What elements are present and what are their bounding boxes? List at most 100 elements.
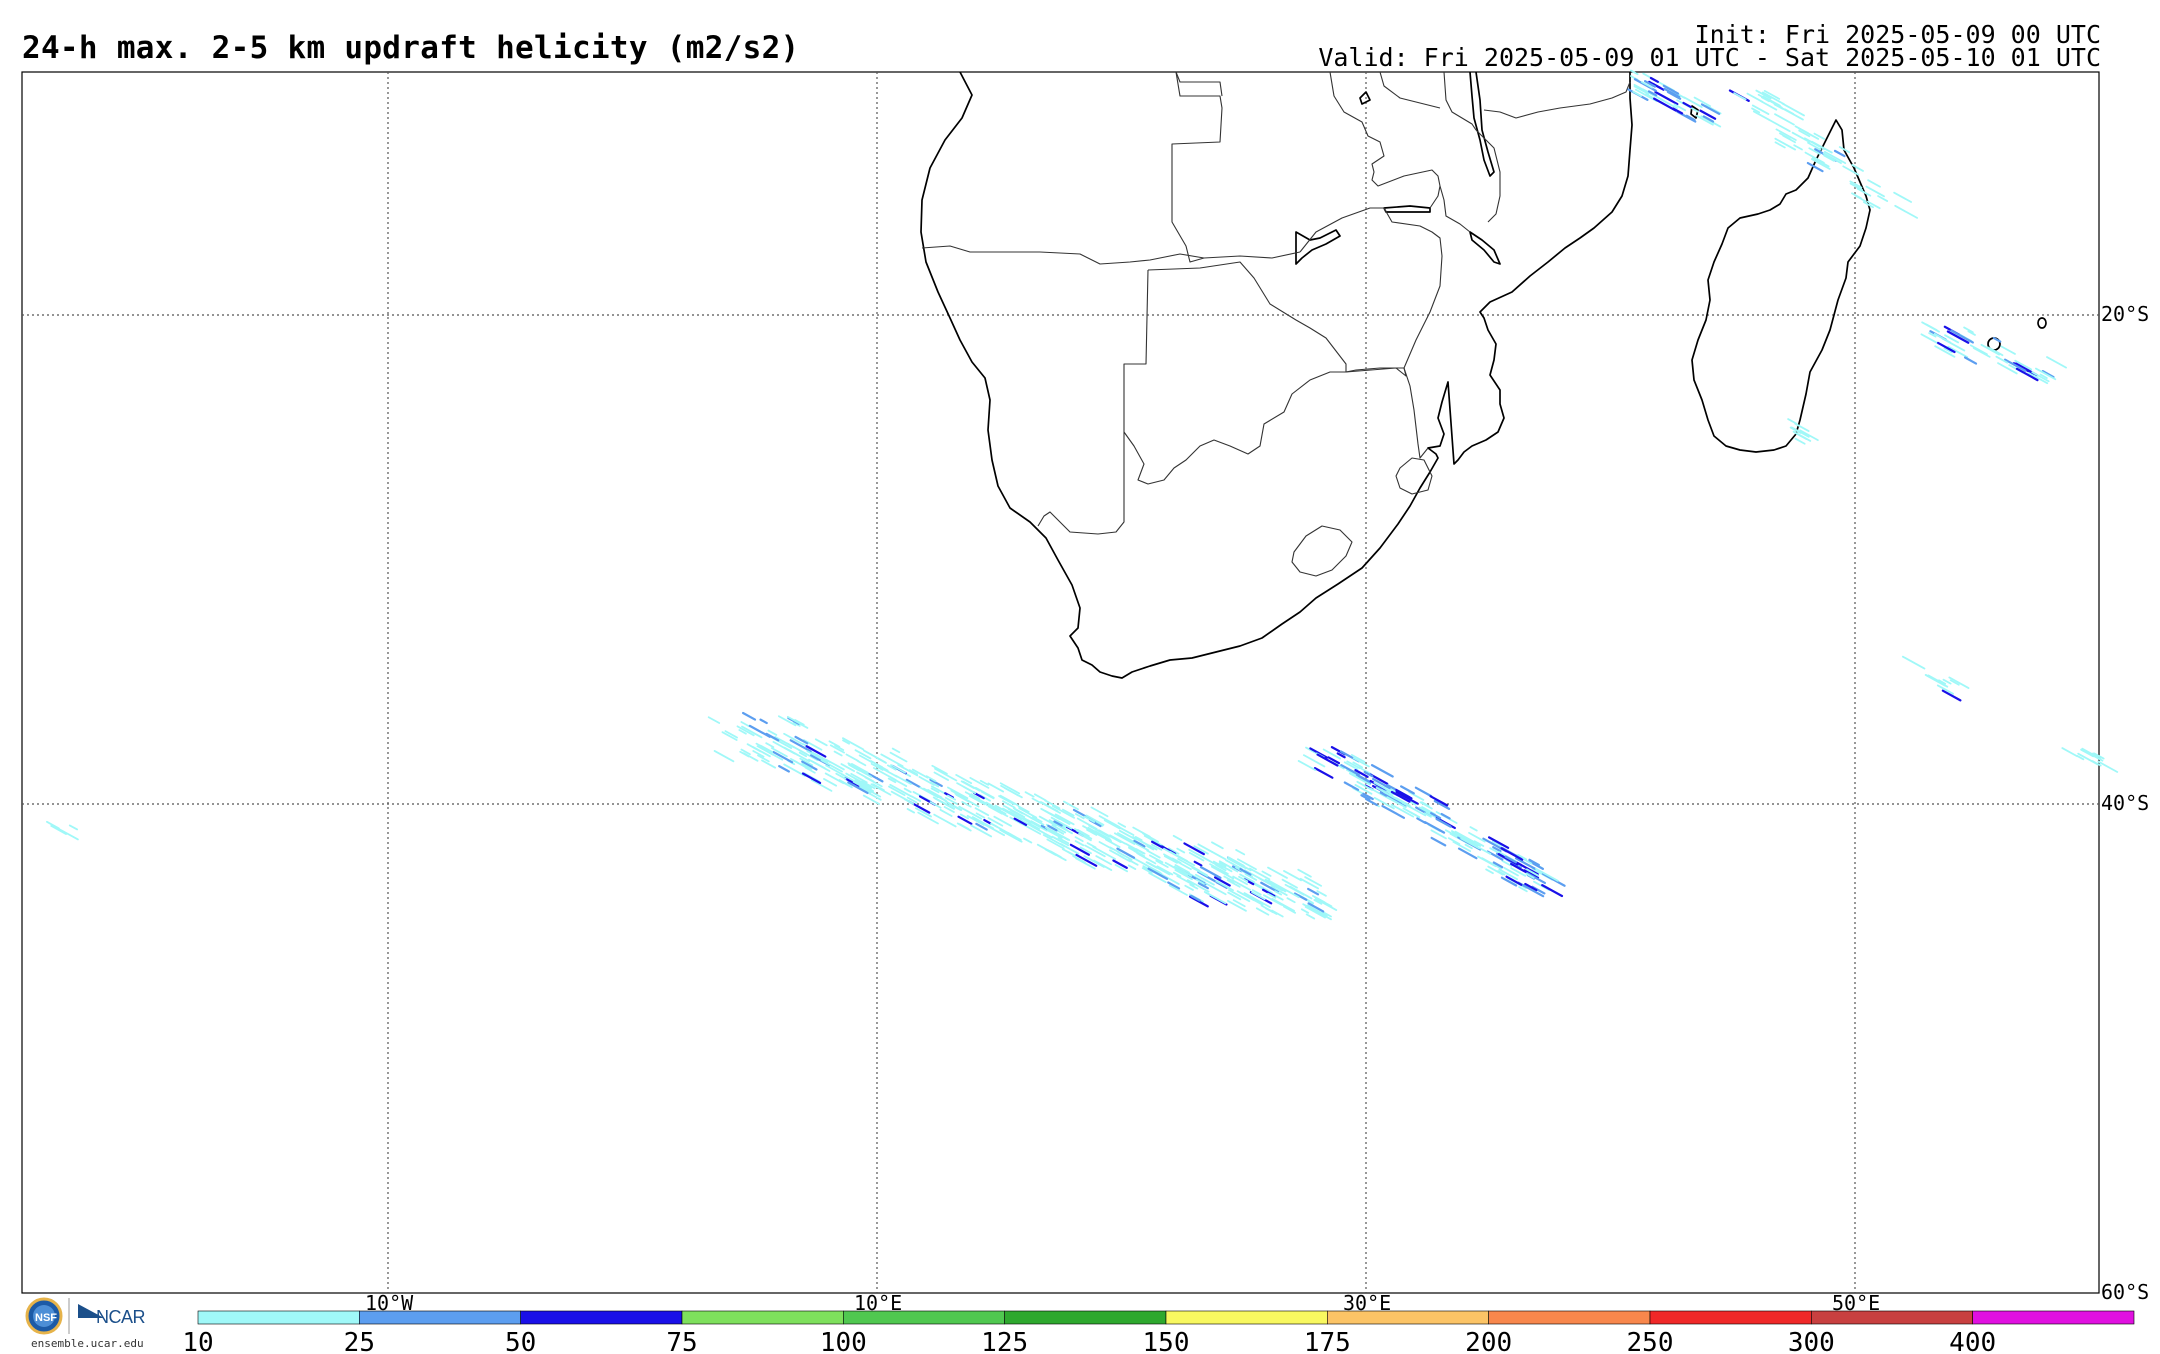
helicity-streak — [2004, 358, 2027, 372]
helicity-streak — [944, 796, 958, 805]
helicity-streak — [1473, 840, 1485, 847]
helicity-streak — [1498, 868, 1518, 881]
helicity-streak — [707, 716, 721, 724]
comoros-island — [1690, 105, 1699, 119]
helicity-streak — [1251, 891, 1266, 901]
svg-text:NSF: NSF — [35, 1312, 57, 1324]
helicity-streak — [1699, 109, 1717, 120]
helicity-streak — [1851, 192, 1862, 200]
helicity-streak — [1168, 884, 1188, 896]
helicity-streak — [1072, 855, 1086, 864]
helicity-streak — [1232, 899, 1246, 908]
helicity-streak — [798, 751, 808, 758]
helicity-streak — [939, 808, 953, 817]
helicity-streak — [843, 777, 860, 787]
helicity-streak — [1156, 865, 1174, 876]
helicity-streak — [759, 718, 768, 725]
helicity-streak — [932, 796, 956, 810]
helicity-streak — [1098, 815, 1121, 828]
helicity-streak — [1430, 829, 1447, 840]
helicity-streak — [1128, 845, 1138, 852]
helicity-streak — [1211, 841, 1224, 850]
helicity-streak — [1866, 200, 1881, 210]
helicity-streak — [847, 781, 869, 795]
helicity-streak — [740, 721, 751, 728]
helicity-streak — [783, 732, 796, 741]
helicity-streak — [1992, 336, 2002, 343]
helicity-streak — [1304, 876, 1323, 887]
helicity-streak — [1856, 187, 1872, 197]
helicity-streak — [1309, 747, 1329, 759]
helicity-streak — [1660, 98, 1678, 110]
helicity-streak — [1450, 830, 1462, 837]
helicity-streak — [777, 715, 797, 727]
helicity-streak — [794, 719, 805, 726]
helicity-streak — [794, 735, 809, 745]
helicity-streak — [1160, 873, 1180, 885]
helicity-streak — [1751, 104, 1770, 115]
helicity-streak — [1274, 890, 1283, 896]
helicity-streak — [1297, 760, 1317, 771]
helicity-streak — [1052, 822, 1073, 835]
helicity-streak — [872, 767, 897, 781]
helicity-streak — [1967, 330, 1976, 336]
helicity-streak — [842, 737, 865, 751]
helicity-streak — [1641, 81, 1653, 89]
colorbar-swatch — [843, 1310, 1005, 1325]
helicity-streak — [2061, 747, 2079, 758]
helicity-streak — [842, 739, 851, 745]
helicity-streak — [1479, 847, 1492, 855]
helicity-streak — [2081, 747, 2099, 759]
helicity-streak — [1460, 837, 1481, 850]
helicity-streak — [1299, 877, 1320, 890]
helicity-streak — [927, 789, 943, 799]
helicity-streak — [1672, 107, 1684, 115]
mauritius-island — [2037, 317, 2047, 329]
helicity-streak — [806, 750, 829, 764]
helicity-streak — [998, 795, 1015, 806]
colorbar-swatch — [1165, 1310, 1328, 1325]
helicity-streak — [1060, 843, 1080, 855]
helicity-streak — [1155, 859, 1169, 869]
helicity-streak — [1316, 753, 1339, 767]
helicity-streak — [1648, 80, 1665, 91]
helicity-streak — [1997, 362, 2018, 375]
helicity-streak — [897, 764, 919, 777]
ensemble-url: ensemble.ucar.edu — [31, 1337, 144, 1350]
helicity-streak — [1271, 898, 1295, 912]
helicity-streak — [1286, 897, 1296, 904]
helicity-streak — [1074, 840, 1085, 847]
helicity-streak — [1402, 807, 1418, 817]
helicity-streak — [1252, 898, 1264, 906]
helicity-streak — [962, 785, 977, 795]
helicity-streak — [1774, 137, 1796, 151]
helicity-streak — [1470, 840, 1481, 847]
helicity-streak — [1184, 884, 1194, 891]
helicity-streak — [890, 764, 907, 774]
helicity-streak — [887, 777, 897, 784]
helicity-streak — [788, 749, 811, 763]
helicity-streak — [1164, 861, 1189, 876]
helicity-streak — [1492, 861, 1504, 869]
helicity-streak — [1312, 894, 1326, 904]
helicity-streak — [1459, 833, 1473, 843]
helicity-streak — [1050, 816, 1073, 830]
helicity-streak — [1019, 819, 1031, 827]
helicity-streak — [1500, 876, 1518, 887]
helicity-streak — [736, 725, 755, 737]
helicity-streak — [1781, 102, 1805, 117]
helicity-streak — [1074, 813, 1085, 820]
colorbar-tick-label: 125 — [981, 1328, 1028, 1354]
colorbar-tick-label: 100 — [820, 1328, 867, 1354]
helicity-streak — [1414, 786, 1433, 798]
border-angola-zambia — [1171, 71, 1301, 263]
helicity-streak — [1226, 879, 1241, 888]
helicity-streak — [835, 772, 847, 780]
helicity-streak — [1014, 808, 1024, 815]
colorbar-swatch — [520, 1310, 683, 1325]
helicity-streak — [1239, 873, 1255, 883]
helicity-streak — [970, 824, 993, 838]
helicity-streak — [847, 762, 869, 775]
helicity-streak — [1135, 842, 1150, 852]
lake-kariba — [1295, 229, 1341, 265]
